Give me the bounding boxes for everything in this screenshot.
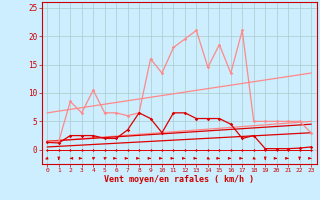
X-axis label: Vent moyen/en rafales ( km/h ): Vent moyen/en rafales ( km/h ) <box>104 175 254 184</box>
